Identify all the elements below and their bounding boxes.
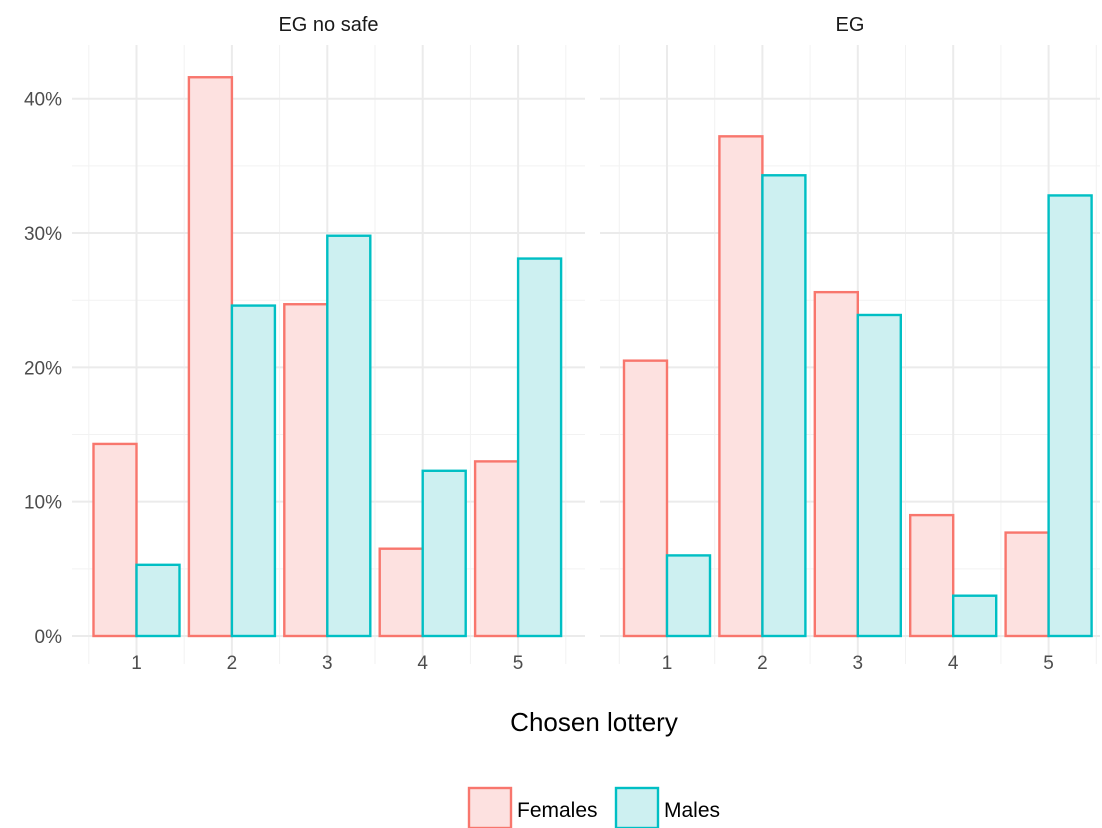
- panel-1: EG no safe 1 2 3 4 5 0% 10% 20% 30% 40%: [24, 14, 585, 674]
- legend-item-females: Females: [467, 786, 598, 828]
- y-tick-label: 30%: [24, 224, 62, 245]
- panel-title: EG no safe: [278, 14, 378, 36]
- bar-males-1: [665, 554, 712, 638]
- bar-females-1: [622, 359, 669, 638]
- x-tick-label: 1: [662, 653, 673, 674]
- y-tick-label: 20%: [24, 358, 62, 379]
- bar-females-2: [718, 135, 764, 638]
- bar-females-3: [813, 290, 859, 638]
- bar-females-4: [909, 513, 955, 638]
- x-tick-label: 5: [513, 653, 524, 674]
- bar-males-5: [516, 257, 563, 638]
- legend-label: Females: [517, 799, 598, 822]
- x-tick-label: 3: [322, 653, 333, 674]
- x-tick-label: 2: [757, 653, 768, 674]
- bar-males-4: [952, 594, 998, 638]
- bar-males-3: [856, 313, 902, 638]
- bar-females-5: [473, 460, 520, 638]
- bar-females-4: [378, 547, 424, 638]
- bar-females-3: [283, 303, 329, 638]
- x-tick-label: 5: [1043, 653, 1054, 674]
- bar-males-1: [135, 563, 181, 638]
- x-tick-label: 3: [853, 653, 864, 674]
- panel-2: EG 1 2 3 4 5: [600, 14, 1100, 674]
- y-tick-label: 0%: [35, 627, 63, 648]
- y-tick-label: 40%: [24, 90, 62, 111]
- x-tick-label: 2: [227, 653, 238, 674]
- bar-females-5: [1004, 531, 1050, 638]
- x-tick-label: 1: [131, 653, 142, 674]
- panel-title: EG: [836, 14, 865, 36]
- bar-males-5: [1047, 194, 1093, 638]
- legend: Females Males: [467, 786, 720, 828]
- bar-males-2: [761, 174, 807, 638]
- legend-swatch: [614, 786, 660, 828]
- bar-males-3: [326, 234, 372, 638]
- bar-males-4: [421, 469, 467, 638]
- x-tick-label: 4: [948, 653, 959, 674]
- legend-item-males: Males: [614, 786, 720, 828]
- x-axis-title: Chosen lottery: [510, 707, 678, 737]
- bar-males-2: [230, 304, 277, 638]
- bar-females-2: [187, 76, 234, 638]
- y-tick-label: 10%: [24, 493, 62, 514]
- legend-swatch: [467, 786, 513, 828]
- legend-label: Males: [664, 799, 720, 822]
- x-tick-label: 4: [417, 653, 428, 674]
- panels-layer: EG no safe 1 2 3 4 5 0% 10% 20% 30% 40% EG 1 2 3 4 5: [24, 14, 1100, 674]
- bar-females-1: [92, 442, 138, 638]
